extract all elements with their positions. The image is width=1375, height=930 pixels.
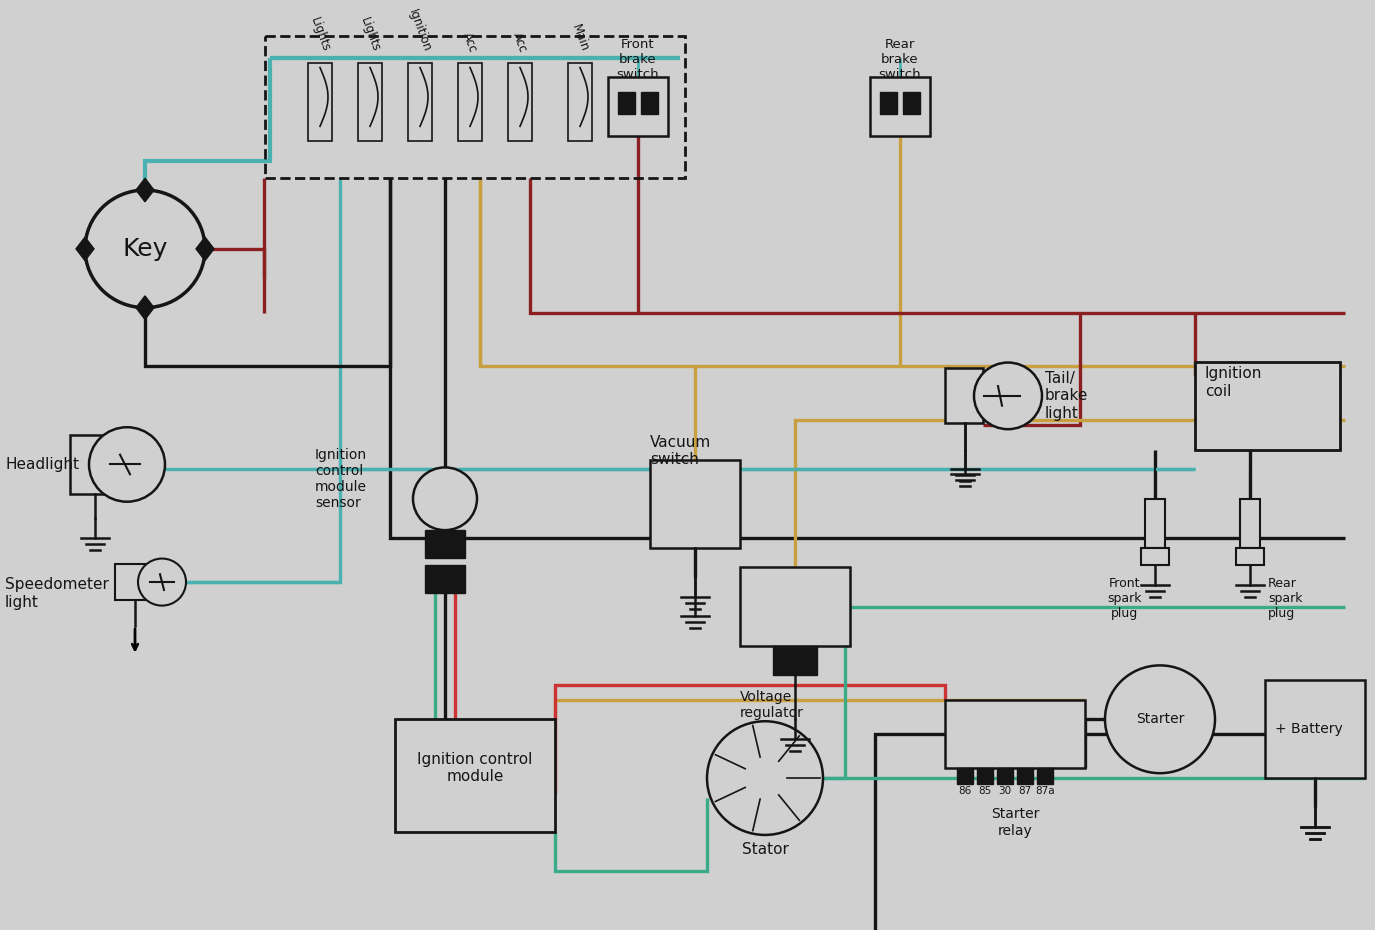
Circle shape [1106, 665, 1216, 773]
Bar [1265, 680, 1365, 778]
Bar [945, 699, 1085, 768]
Text: Voltage
regulator: Voltage regulator [740, 690, 804, 720]
Bar [408, 62, 432, 141]
Text: + Battery: + Battery [1275, 722, 1343, 736]
Bar [608, 77, 668, 136]
Bar [773, 645, 817, 675]
Text: Front
brake
switch: Front brake switch [616, 38, 659, 81]
Circle shape [974, 363, 1042, 429]
Bar [308, 62, 331, 141]
Circle shape [707, 722, 824, 835]
Bar [568, 62, 593, 141]
Text: Headlight: Headlight [6, 457, 78, 472]
Bar [903, 92, 920, 113]
Bar [880, 92, 896, 113]
Text: Key: Key [122, 237, 168, 260]
Bar [458, 62, 483, 141]
Polygon shape [197, 237, 214, 260]
Bar [740, 567, 850, 645]
Text: 85: 85 [979, 786, 991, 796]
Bar [945, 368, 983, 423]
Text: Lights: Lights [308, 16, 333, 54]
Circle shape [138, 559, 186, 605]
Bar [641, 92, 659, 113]
Bar [395, 719, 556, 832]
Text: Ignition
coil: Ignition coil [1204, 366, 1262, 399]
Text: Ignition: Ignition [406, 7, 433, 54]
Bar [997, 768, 1013, 784]
Polygon shape [136, 179, 154, 202]
Text: 87a: 87a [1035, 786, 1055, 796]
Bar [358, 62, 382, 141]
Bar [1195, 362, 1341, 450]
Bar [1236, 548, 1264, 565]
Bar [507, 62, 532, 141]
Text: Vacuum
switch: Vacuum switch [650, 435, 711, 468]
Text: Speedometer
light: Speedometer light [6, 578, 109, 609]
Text: Lights: Lights [358, 16, 382, 54]
Circle shape [89, 427, 165, 501]
Text: Front
spark
plug: Front spark plug [1108, 578, 1143, 620]
Bar [870, 77, 930, 136]
Bar [1141, 548, 1169, 565]
Text: Main: Main [569, 23, 591, 54]
Text: Rear
brake
switch: Rear brake switch [879, 38, 921, 81]
Text: 30: 30 [998, 786, 1012, 796]
Bar [1018, 768, 1033, 784]
Text: Stator: Stator [741, 842, 788, 857]
Text: Tail/
brake
light: Tail/ brake light [1045, 371, 1089, 420]
Bar [425, 565, 465, 592]
Bar [70, 435, 109, 494]
Polygon shape [76, 237, 94, 260]
Text: 87: 87 [1019, 786, 1031, 796]
Bar [1145, 498, 1165, 548]
Text: Acc: Acc [510, 30, 529, 54]
Bar [978, 768, 993, 784]
Polygon shape [136, 296, 154, 319]
Text: Acc: Acc [461, 30, 480, 54]
Text: Ignition control
module: Ignition control module [417, 752, 532, 785]
Bar [116, 565, 144, 600]
Text: Starter
relay: Starter relay [991, 807, 1040, 838]
Bar [1037, 768, 1053, 784]
Circle shape [412, 468, 477, 530]
Text: Starter: Starter [1136, 712, 1184, 726]
Bar [650, 459, 740, 548]
Bar [1240, 498, 1260, 548]
Bar [425, 530, 465, 558]
Circle shape [85, 190, 205, 308]
Text: Ignition
control
module
sensor: Ignition control module sensor [315, 448, 367, 511]
Text: Rear
spark
plug: Rear spark plug [1268, 578, 1302, 620]
Text: 86: 86 [958, 786, 972, 796]
Bar [617, 92, 635, 113]
Bar [957, 768, 973, 784]
Bar [265, 36, 685, 179]
